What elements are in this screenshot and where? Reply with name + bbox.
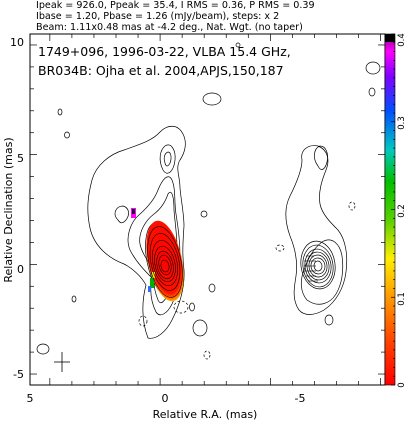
colorbar-label-0: 0: [397, 382, 407, 387]
colorbar-label-0.4: 0.4: [397, 33, 407, 47]
y-tick-label-neg5: -5: [13, 368, 24, 381]
colorbar-top-cap: [385, 34, 395, 42]
colorbar-label-0.3: 0.3: [397, 116, 407, 130]
annotation-source-line: 1749+096, 1996-03-22, VLBA 15.4 GHz,: [38, 44, 291, 59]
right-north-island: [365, 61, 381, 75]
jet-knot-color-patch: [131, 208, 136, 218]
y-tick-label-0: 0: [17, 263, 24, 276]
annotation-reference-line: BR034B: Ojha et al. 2004,APJS,150,187: [38, 63, 284, 78]
header-stats-line2: Ibase = 1.20, Pbase = 1.26 (mJy/beam), s…: [36, 11, 280, 22]
y-tick-label-5: 5: [17, 152, 24, 165]
right-core-vector-hatching: [304, 255, 318, 282]
left-northwest-island: [114, 205, 129, 224]
x-tick-label-5: 5: [27, 392, 34, 405]
x-tick-label-neg5: -5: [295, 392, 306, 405]
x-tick-label-0: 0: [162, 392, 169, 405]
left-panel-contours: [36, 42, 241, 355]
colorbar-label-0.2: 0.2: [397, 204, 407, 218]
y-axis-tick-marks: [30, 44, 385, 375]
right-jet-knot: [314, 145, 328, 170]
beam-cross-marker: [54, 352, 70, 372]
right-panel-contours: [285, 61, 381, 326]
x-axis-tick-marks: [49, 34, 381, 385]
plot-frame: [29, 33, 386, 386]
y-axis-label: Relative Declination (mas): [2, 137, 15, 282]
left-south-island: [192, 319, 208, 337]
left-north-island: [202, 92, 222, 106]
y-tick-label-10: 10: [10, 36, 24, 49]
left-jet-knot: [159, 144, 176, 174]
core-contour-rings: [147, 226, 183, 298]
colorbar-label-0.1: 0.1: [397, 292, 407, 306]
header-beam-line: Beam: 1.11x0.48 mas at -4.2 deg., Nat. W…: [36, 22, 303, 33]
negative-contours: [138, 201, 356, 360]
colorbar-ticks: [391, 33, 395, 386]
left-outer-contour: [87, 125, 186, 339]
x-axis-label: Relative R.A. (mas): [153, 408, 258, 421]
header-stats-line1: Ipeak = 926.0, Ppeak = 35.4, I RMS = 0.3…: [36, 0, 315, 11]
right-outer-contour: [285, 145, 348, 315]
core-filled-region: [146, 220, 184, 302]
